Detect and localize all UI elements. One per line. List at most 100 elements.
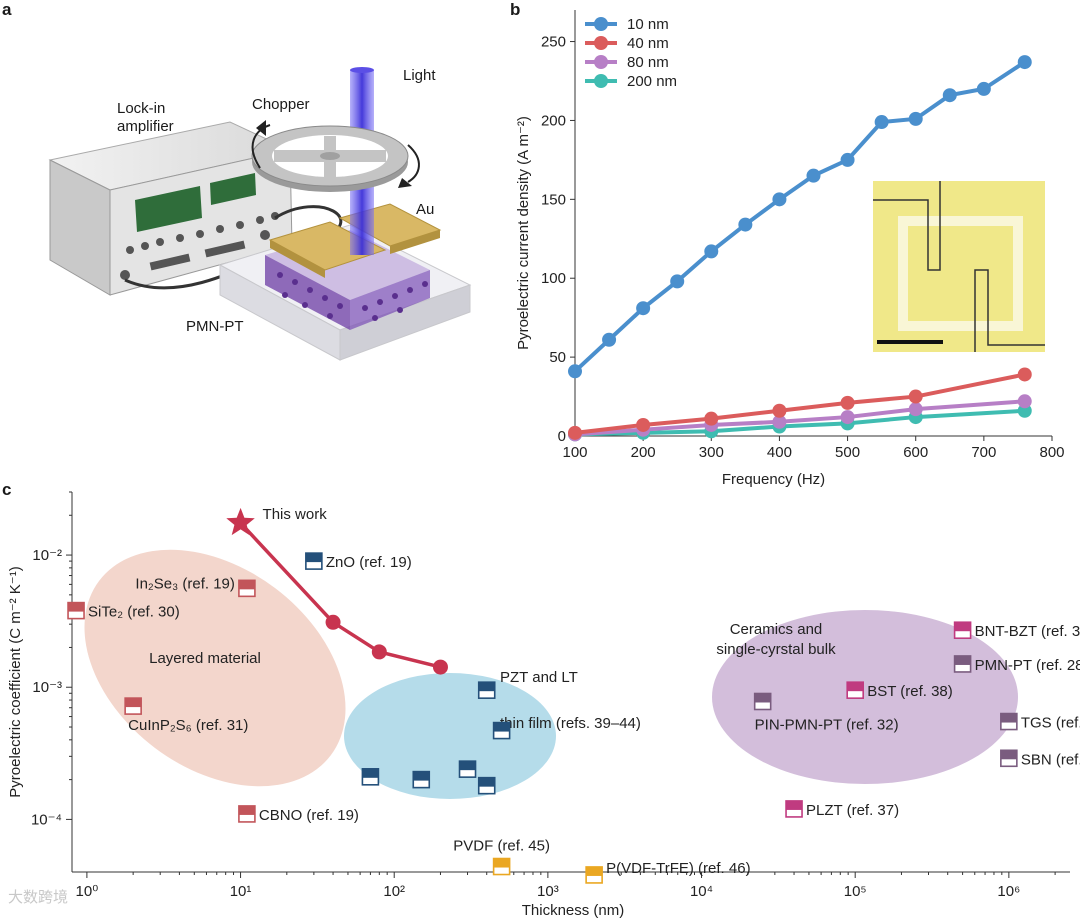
c-point-pvdf (492, 857, 511, 876)
c-this-work-star (226, 507, 255, 536)
c-point-pzt-1 (477, 681, 496, 699)
c-point-plzt (785, 800, 803, 818)
b-point (908, 111, 923, 126)
c-point-fill (1000, 713, 1017, 723)
c-this-work-point (371, 644, 387, 660)
b-y-tick-label: 250 (541, 34, 566, 51)
c-this-work-point (432, 659, 448, 675)
c-point-tgs (1000, 712, 1018, 731)
label-lockin: Lock-in (117, 100, 166, 117)
b-point (1017, 367, 1032, 382)
c-point-fill (493, 858, 510, 868)
c-point-pmn-pt (953, 655, 972, 673)
c-region-label: single-cyrstal bulk (716, 641, 836, 658)
c-point-fill (459, 761, 476, 771)
b-x-axis-label: Frequency (Hz) (722, 471, 825, 488)
c-x-tick-label: 10² (383, 883, 405, 900)
c-point-label: In₂Se₃ (ref. 19) (135, 575, 234, 592)
c-point-pzt-5 (458, 760, 477, 778)
b-point (772, 403, 787, 418)
inset-ring (898, 216, 1023, 331)
c-point-label: SiTe₂ (ref. 30) (88, 604, 180, 621)
c-point-fill (238, 580, 255, 590)
b-point (568, 425, 582, 440)
c-point-fill (493, 722, 510, 732)
watermark: 大数跨境 (8, 888, 69, 906)
label-pmnpt: PMN-PT (186, 318, 244, 335)
b-legend-marker (594, 74, 608, 88)
b-y-tick-label: 100 (541, 270, 566, 287)
b-point (704, 411, 719, 426)
c-point-site2 (67, 601, 85, 620)
c-point-pzt-3 (361, 768, 380, 786)
c-point-fill (413, 771, 430, 781)
c-y-axis-label: Pyroelectric coefficient (C m⁻² K⁻¹) (7, 566, 24, 797)
b-point (840, 395, 855, 410)
c-point-bst (846, 681, 864, 699)
c-region-pzt-lt (344, 673, 556, 799)
lockin-amplifier (48, 121, 293, 296)
c-point-zno (305, 552, 323, 570)
label-chopper: Chopper (252, 96, 310, 113)
c-point-fill (954, 655, 971, 665)
c-region-label: Ceramics and (730, 621, 823, 638)
b-y-tick-label: 150 (541, 191, 566, 208)
c-x-axis-label: Thickness (nm) (522, 902, 625, 919)
c-point-label: BST (ref. 38) (867, 683, 953, 700)
c-point-fill (68, 602, 85, 612)
c-point-bnt-bzt (953, 621, 972, 640)
c-y-tick-label: 10⁻⁴ (31, 811, 62, 828)
label-amplifier: amplifier (117, 118, 174, 135)
c-point-fill (478, 777, 495, 787)
b-x-tick-label: 500 (835, 444, 860, 461)
c-point-cbno (238, 805, 256, 823)
b-point (942, 88, 957, 103)
b-x-tick-label: 100 (562, 444, 587, 461)
c-point-pzt-6 (477, 776, 496, 795)
b-point (840, 410, 855, 425)
b-x-tick-label: 600 (903, 444, 928, 461)
c-point-fill (305, 553, 322, 563)
b-x-tick-label: 300 (699, 444, 724, 461)
c-point-label: PIN-PMN-PT (ref. 32) (755, 716, 899, 733)
setup-schematic (48, 67, 472, 361)
c-point-p(vdf-trfe) (585, 866, 603, 884)
c-this-work-point (325, 614, 341, 630)
c-point-fill (786, 800, 803, 810)
c-point-fill (586, 866, 603, 876)
b-legend-marker (594, 36, 608, 50)
b-legend-label: 80 nm (627, 54, 669, 71)
b-point (908, 402, 923, 417)
c-point-fill (362, 768, 379, 778)
b-y-tick-label: 0 (558, 428, 566, 445)
c-this-work-label: This work (263, 506, 328, 523)
b-point (568, 364, 582, 379)
b-point (1017, 55, 1032, 70)
c-this-work-line (239, 521, 441, 669)
b-x-tick-label: 400 (767, 444, 792, 461)
c-point-label: BNT-BZT (ref. 36) (975, 623, 1080, 640)
b-point (806, 168, 821, 183)
b-legend-label: 200 nm (627, 73, 677, 90)
panel-letter-b: b (510, 0, 521, 19)
c-region-label: PZT and LT (500, 669, 578, 686)
c-point-fill (478, 682, 495, 692)
c-point-label: P(VDF-TrFE) (ref. 46) (606, 860, 750, 877)
c-point-label: SBN (ref. 35) (1021, 751, 1080, 768)
b-x-tick-label: 700 (971, 444, 996, 461)
b-y-tick-label: 200 (541, 112, 566, 129)
label-au: Au (416, 201, 435, 218)
c-x-tick-label: 10¹ (230, 883, 252, 900)
c-region-label: thin film (refs. 39–44) (500, 715, 641, 732)
b-inset-micrograph (873, 181, 1045, 352)
c-point-fill (954, 622, 971, 632)
c-region-layered (84, 549, 346, 787)
b-y-axis-label: Pyroelectric current density (A m⁻²) (515, 116, 532, 350)
c-point-label: PVDF (ref. 45) (453, 838, 550, 855)
panel-letter-c: c (2, 480, 12, 499)
c-point-label: PLZT (ref. 37) (806, 802, 899, 819)
b-point (670, 274, 685, 289)
c-point-pzt-4 (412, 770, 431, 789)
b-point (738, 217, 753, 232)
